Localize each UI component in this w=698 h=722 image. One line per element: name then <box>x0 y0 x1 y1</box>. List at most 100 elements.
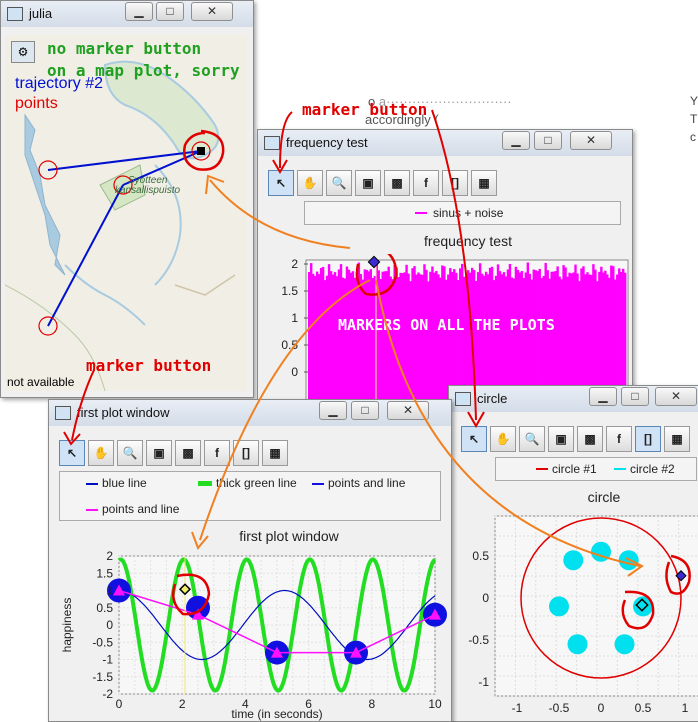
marker-button-annotation-2: marker button <box>86 356 212 375</box>
minimize-button[interactable]: ▁ <box>125 2 153 21</box>
maximize-button[interactable]: □ <box>621 387 649 406</box>
first-plot-marker[interactable] <box>178 583 192 596</box>
zoom-icon[interactable]: 🔍 <box>326 170 352 196</box>
bg-right-col: Y T c <box>690 94 698 144</box>
circle-legend: circle #1 circle #2 <box>495 457 697 481</box>
frequency-titlebar[interactable]: frequency test ▁ □ ✕ <box>258 130 632 156</box>
y-tick-label: -0.5 <box>92 635 113 649</box>
function-button[interactable]: f <box>204 440 230 466</box>
pan-hand-icon[interactable]: ✋ <box>297 170 323 196</box>
y-tick-label: -1 <box>102 653 113 667</box>
function-button[interactable]: f <box>606 426 632 452</box>
circle-chart[interactable]: -1 -0.5 0 0.5 1 0.5 0 -0.5 -1 <box>449 510 698 721</box>
park-label-1: Syotteen <box>128 175 168 186</box>
frequency-bar <box>371 278 374 410</box>
brackets-button[interactable]: [] <box>442 170 468 196</box>
legend-label: points and line <box>328 476 406 490</box>
brackets-button[interactable]: [] <box>233 440 259 466</box>
y-tick-label: 1 <box>291 311 298 325</box>
function-button[interactable]: f <box>413 170 439 196</box>
frequency-window: frequency test ▁ □ ✕ ↖ ✋ 🔍 ▣ ▩ f [] ▦ si… <box>257 129 633 411</box>
bg-text-line2: accordingly ( <box>365 112 439 127</box>
map-svg <box>4 60 236 392</box>
x-tick-label: 6 <box>305 697 312 711</box>
magenta-point <box>192 608 204 620</box>
surface-icon[interactable]: ▦ <box>262 440 288 466</box>
zoom-icon[interactable]: 🔍 <box>519 426 545 452</box>
legend-label: thick green line <box>216 476 297 490</box>
y-tick-label: 1 <box>106 584 113 598</box>
x-tick-label: 0.5 <box>635 701 652 715</box>
julia-window: julia ▁ □ ✕ ⚙ no marker button <box>0 0 254 398</box>
frequency-title: frequency test <box>286 135 368 150</box>
close-button[interactable]: ✕ <box>191 2 233 21</box>
circle-titlebar[interactable]: circle ▁ □ ✕ <box>449 386 698 412</box>
first-plot-chart[interactable]: 0 2 4 6 8 10 2 1.5 1 0.5 0 -0.5 -1 -1.5 -2 time (in se… <box>49 550 451 721</box>
app-icon <box>55 406 71 420</box>
save-as-icon[interactable]: ▩ <box>175 440 201 466</box>
pan-hand-icon[interactable]: ✋ <box>88 440 114 466</box>
app-icon <box>7 7 23 21</box>
x-tick-label: 8 <box>368 697 375 711</box>
park-label-2: kansallispuisto <box>115 185 181 196</box>
circle-marker-1[interactable] <box>675 570 687 582</box>
maximize-button[interactable]: □ <box>534 131 562 150</box>
minimize-button[interactable]: ▁ <box>589 387 617 406</box>
close-button[interactable]: ✕ <box>570 131 612 150</box>
save-as-icon[interactable]: ▩ <box>384 170 410 196</box>
app-icon <box>455 392 471 406</box>
legend-label: circle #1 <box>552 462 597 476</box>
save-icon[interactable]: ▣ <box>355 170 381 196</box>
frequency-marker[interactable] <box>367 255 381 269</box>
frequency-legend: sinus + noise <box>304 201 621 225</box>
circle-point <box>563 550 584 571</box>
magenta-point <box>429 608 441 620</box>
x-tick-label: 2 <box>179 697 186 711</box>
map-toggle-icon[interactable]: ⚙ <box>11 41 35 63</box>
marker-pointer-icon[interactable]: ↖ <box>461 426 487 452</box>
y-tick-label: 2 <box>291 257 298 271</box>
status-bar: not available <box>7 375 75 389</box>
legend-label: sinus + noise <box>433 206 504 220</box>
green-line-series <box>117 557 437 693</box>
circle-toolbar: ↖ ✋ 🔍 ▣ ▩ f [] ▦ <box>461 426 698 452</box>
magenta-point <box>350 646 362 658</box>
frequency-bar <box>369 269 372 410</box>
pan-hand-icon[interactable]: ✋ <box>490 426 516 452</box>
y-tick-label: 0.5 <box>472 549 489 563</box>
magenta-point <box>113 584 125 596</box>
y-tick-label: -2 <box>102 687 113 701</box>
maximize-button[interactable]: □ <box>351 401 379 420</box>
minimize-button[interactable]: ▁ <box>502 131 530 150</box>
surface-icon[interactable]: ▦ <box>664 426 690 452</box>
y-tick-label: -1.5 <box>92 670 113 684</box>
x-tick-label: 10 <box>428 697 442 711</box>
close-button[interactable]: ✕ <box>655 387 697 406</box>
save-as-icon[interactable]: ▩ <box>577 426 603 452</box>
y-axis-label: happiness <box>60 598 74 653</box>
marker-pointer-icon[interactable]: ↖ <box>59 440 85 466</box>
maximize-button[interactable]: □ <box>156 2 184 21</box>
first-plot-titlebar[interactable]: first plot window ▁ □ ✕ <box>49 400 451 426</box>
circle-point <box>567 634 588 655</box>
y-tick-label: 0.5 <box>281 338 298 352</box>
y-tick-label: 0.5 <box>96 601 113 615</box>
first-plot-chart-title: first plot window <box>239 528 339 544</box>
bg-text-line1: o <box>368 94 376 109</box>
save-icon[interactable]: ▣ <box>146 440 172 466</box>
surface-icon[interactable]: ▦ <box>471 170 497 196</box>
y-tick-label: -0.5 <box>468 633 489 647</box>
brackets-button[interactable]: [] <box>635 426 661 452</box>
minimize-button[interactable]: ▁ <box>319 401 347 420</box>
circle-marker-2[interactable] <box>635 598 649 612</box>
julia-title: julia <box>29 6 53 21</box>
zoom-icon[interactable]: 🔍 <box>117 440 143 466</box>
marker-pointer-icon[interactable]: ↖ <box>268 170 294 196</box>
close-button[interactable]: ✕ <box>387 401 429 420</box>
first-plot-legend: blue line thick green line points and li… <box>59 471 441 521</box>
app-icon <box>264 136 280 150</box>
circle-title: circle <box>477 391 508 406</box>
save-icon[interactable]: ▣ <box>548 426 574 452</box>
x-tick-label: 4 <box>242 697 249 711</box>
julia-titlebar[interactable]: julia ▁ □ ✕ <box>1 1 253 27</box>
